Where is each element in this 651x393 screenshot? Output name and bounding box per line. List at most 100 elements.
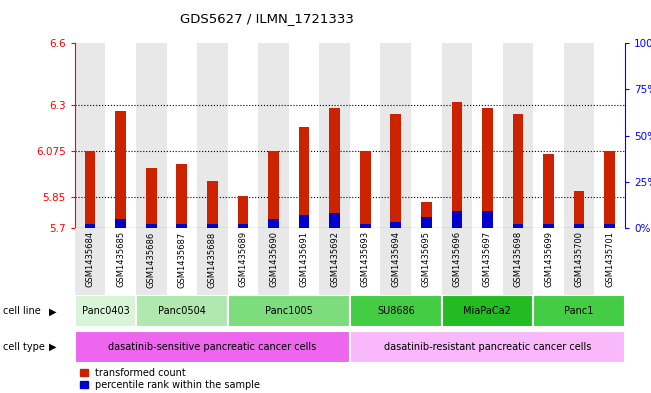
Bar [289, 228, 320, 295]
Bar [452, 102, 462, 228]
Text: GSM1435690: GSM1435690 [269, 231, 278, 287]
Text: GSM1435695: GSM1435695 [422, 231, 431, 287]
Text: GSM1435694: GSM1435694 [391, 231, 400, 287]
Text: dasatinib-sensitive pancreatic cancer cells: dasatinib-sensitive pancreatic cancer ce… [108, 342, 316, 352]
Bar [320, 43, 350, 228]
Bar [503, 228, 533, 295]
Bar [350, 331, 625, 363]
Bar [136, 43, 167, 228]
Bar [167, 43, 197, 228]
Bar [115, 111, 126, 228]
Bar [564, 43, 594, 228]
Text: ▶: ▶ [49, 342, 57, 352]
Text: Panc1005: Panc1005 [265, 307, 312, 316]
Bar [85, 224, 96, 228]
Bar [564, 228, 594, 295]
Text: GDS5627 / ILMN_1721333: GDS5627 / ILMN_1721333 [180, 12, 354, 25]
Bar [604, 151, 615, 228]
Bar [391, 222, 401, 228]
Bar [329, 213, 340, 228]
Text: GSM1435688: GSM1435688 [208, 231, 217, 288]
Bar [197, 228, 228, 295]
Legend: transformed count, percentile rank within the sample: transformed count, percentile rank withi… [79, 368, 260, 390]
Bar [75, 228, 105, 295]
Bar [472, 228, 503, 295]
Bar [176, 164, 187, 228]
Bar [421, 202, 432, 228]
Bar [512, 114, 523, 228]
Bar [268, 219, 279, 228]
Bar [482, 108, 493, 228]
Bar [207, 224, 217, 228]
Bar [441, 228, 472, 295]
Bar [350, 228, 380, 295]
Bar [75, 331, 350, 363]
Bar [299, 215, 309, 228]
Bar [452, 211, 462, 228]
Bar [503, 43, 533, 228]
Bar [574, 224, 585, 228]
Bar [391, 114, 401, 228]
Bar [258, 43, 289, 228]
Bar [533, 228, 564, 295]
Bar [329, 108, 340, 228]
Text: GSM1435684: GSM1435684 [86, 231, 94, 287]
Text: GSM1435685: GSM1435685 [117, 231, 125, 287]
Text: SU8686: SU8686 [377, 307, 415, 316]
Bar [299, 127, 309, 228]
Text: GSM1435701: GSM1435701 [605, 231, 614, 287]
Bar [604, 224, 615, 228]
Bar [146, 224, 157, 228]
Bar [543, 154, 554, 228]
Bar [176, 224, 187, 228]
Text: Panc0403: Panc0403 [81, 307, 130, 316]
Bar [136, 296, 228, 327]
Bar [472, 43, 503, 228]
Bar [115, 219, 126, 228]
Bar [258, 228, 289, 295]
Text: GSM1435698: GSM1435698 [514, 231, 523, 287]
Bar [207, 181, 217, 228]
Bar [380, 43, 411, 228]
Bar [512, 224, 523, 228]
Bar [167, 228, 197, 295]
Text: GSM1435699: GSM1435699 [544, 231, 553, 287]
Bar [146, 169, 157, 228]
Bar [421, 217, 432, 228]
Bar [350, 43, 380, 228]
Bar [594, 43, 625, 228]
Text: dasatinib-resistant pancreatic cancer cells: dasatinib-resistant pancreatic cancer ce… [383, 342, 591, 352]
Bar [228, 296, 350, 327]
Bar [136, 228, 167, 295]
Bar [533, 43, 564, 228]
Text: Panc0504: Panc0504 [158, 307, 206, 316]
Text: cell line: cell line [3, 307, 41, 316]
Text: GSM1435687: GSM1435687 [177, 231, 186, 288]
Bar [320, 228, 350, 295]
Bar [543, 224, 554, 228]
Text: GSM1435697: GSM1435697 [483, 231, 492, 287]
Bar [75, 43, 105, 228]
Text: GSM1435686: GSM1435686 [146, 231, 156, 288]
Bar [360, 224, 370, 228]
Bar [238, 196, 248, 228]
Bar [85, 151, 96, 228]
Bar [441, 43, 472, 228]
Bar [533, 296, 625, 327]
Bar [105, 228, 136, 295]
Bar [594, 228, 625, 295]
Text: ▶: ▶ [49, 307, 57, 316]
Bar [411, 43, 441, 228]
Bar [75, 296, 136, 327]
Bar [238, 224, 248, 228]
Text: GSM1435691: GSM1435691 [299, 231, 309, 287]
Bar [289, 43, 320, 228]
Text: GSM1435700: GSM1435700 [575, 231, 583, 287]
Text: GSM1435692: GSM1435692 [330, 231, 339, 287]
Bar [197, 43, 228, 228]
Bar [482, 211, 493, 228]
Text: GSM1435696: GSM1435696 [452, 231, 462, 287]
Bar [441, 296, 533, 327]
Bar [574, 191, 585, 228]
Bar [380, 228, 411, 295]
